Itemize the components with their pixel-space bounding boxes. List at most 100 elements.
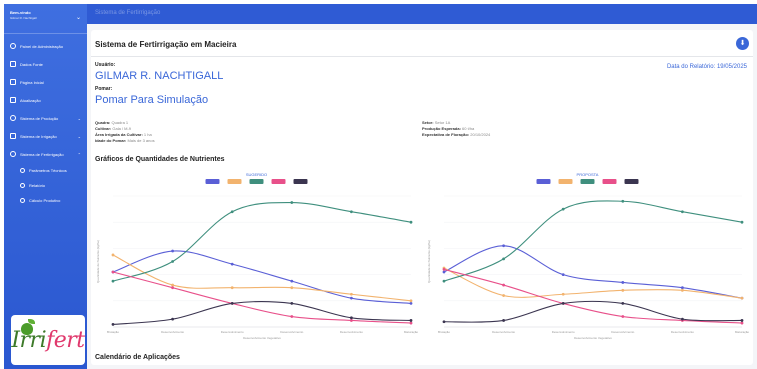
sidebar-subitem-productive-calc[interactable]: Cálculo Produtivo	[4, 193, 87, 208]
sidebar-item-update[interactable]: Atualização	[4, 91, 87, 109]
series-line	[443, 245, 743, 299]
data-point	[350, 316, 353, 320]
info-row: Produção Esperada: 60 t/ha	[422, 126, 475, 131]
info-row: Setor: Setor 1A	[422, 120, 451, 125]
sidebar-item-label: Sistema de Fertirrigação	[20, 151, 64, 157]
data-point	[409, 321, 413, 325]
charts-title: Gráficos de Quantidades de Nutrientes	[95, 156, 225, 163]
x-tick-label: Maturação	[735, 330, 750, 334]
x-tick-label: Desenvolvimento	[221, 330, 244, 334]
x-tick-label: Desenvolvimento	[492, 330, 515, 334]
orchard-name-value: Pomar Para Simulação	[95, 94, 209, 106]
data-point	[502, 294, 505, 297]
data-point	[409, 299, 413, 303]
data-point	[681, 288, 684, 292]
legend-swatch	[249, 179, 264, 184]
legend-swatch	[271, 179, 286, 184]
sidebar: Bem-vindo Gilmar R. Nachtigall ⌄ Painel …	[4, 4, 87, 369]
legend-swatch	[227, 179, 242, 184]
info-row: Idade do Pomar: Mais de 3 anos	[95, 138, 155, 143]
report-date: Data do Relatório: 19/05/2025	[666, 64, 747, 70]
x-axis-label: Desenvolvimento Vegetativo	[243, 336, 281, 340]
leaf-icon	[28, 319, 35, 324]
data-point	[290, 315, 294, 318]
legend-swatch	[624, 179, 639, 184]
x-tick-label: Desenvolvimento	[671, 330, 694, 334]
sidebar-item-label: Relatório	[29, 183, 46, 188]
series-line	[443, 268, 743, 324]
sidebar-subitem-report[interactable]: Relatório	[4, 178, 87, 193]
sidebar-item-label: Página Inicial	[20, 79, 44, 85]
divider	[91, 56, 753, 57]
data-point	[442, 320, 446, 324]
sidebar-item-label: Painel de Administração	[20, 43, 63, 49]
sidebar-item-admin-panel[interactable]: Painel de Administração	[4, 37, 87, 55]
sidebar-item-home[interactable]: Página Inicial	[4, 73, 87, 91]
sidebar-item-label: Parâmetros Técnicos	[29, 168, 67, 173]
sidebar-item-label: Atualização	[20, 97, 41, 103]
series-line	[443, 267, 743, 299]
info-row: Expectativa de Floração: 20/10/2024	[422, 132, 491, 137]
sidebar-item-source-data[interactable]: Dados Fonte	[4, 55, 87, 73]
sidebar-item-production[interactable]: Sistema de Produção ⌄	[4, 109, 87, 127]
download-icon: ⬇	[739, 40, 746, 47]
data-point	[350, 296, 353, 300]
data-point	[290, 286, 294, 290]
apple-icon	[21, 323, 33, 335]
data-point	[621, 302, 625, 305]
x-tick-label: Desenvolvimento	[340, 330, 363, 334]
data-point	[409, 302, 413, 305]
data-point	[350, 292, 353, 296]
chevron-down-icon[interactable]: ⌄	[75, 15, 81, 21]
download-button[interactable]: ⬇	[736, 37, 749, 50]
sidebar-item-fertigation[interactable]: Sistema de Fertirrigação ⌃	[4, 145, 87, 163]
sidebar-item-irrigation[interactable]: Sistema de Irrigação ⌄	[4, 127, 87, 145]
main-content: Sistema de Fertirrigação em Macieira ⬇ U…	[87, 24, 757, 369]
data-point	[502, 283, 505, 287]
data-point	[290, 201, 294, 204]
data-point	[111, 253, 115, 257]
data-point	[740, 319, 744, 322]
home-icon	[10, 79, 16, 85]
data-point	[740, 220, 744, 224]
data-point	[502, 244, 505, 248]
fertigation-icon	[10, 151, 16, 157]
info-row: Quadra: Quadra 1	[95, 120, 129, 125]
data-point	[290, 302, 294, 305]
series-line	[112, 254, 412, 302]
data-point	[111, 279, 115, 283]
data-point	[740, 321, 744, 325]
user-label: Usuário:	[95, 62, 116, 68]
legend-swatch	[536, 179, 551, 184]
report-card: Sistema de Fertirrigação em Macieira ⬇ U…	[91, 30, 753, 365]
data-point	[621, 315, 625, 318]
data-point	[621, 288, 625, 292]
data-point	[290, 279, 294, 283]
x-tick-label: Desenvolvimento	[611, 330, 634, 334]
data-point	[681, 286, 684, 290]
circle-icon	[20, 183, 25, 188]
y-axis-label: Quantidade de Nutriente (kg/ha)	[96, 240, 100, 283]
user-menu[interactable]: Bem-vindo Gilmar R. Nachtigall ⌄	[4, 4, 87, 34]
data-point	[681, 210, 684, 214]
sidebar-subitem-technical-params[interactable]: Parâmetros Técnicos	[4, 163, 87, 178]
data-point	[171, 283, 174, 287]
sidebar-menu: Painel de Administração Dados Fonte Pági…	[4, 34, 87, 208]
legend-swatch	[205, 179, 220, 184]
x-axis-label: Desenvolvimento Vegetativo	[574, 336, 612, 340]
series-line	[112, 300, 412, 325]
data-point	[740, 296, 744, 300]
chart-proposta: PROPOSTA Quantidade de Nutriente (kg/ha) B…	[427, 172, 750, 340]
user-name: Gilmar R. Nachtigall	[10, 16, 37, 20]
data-point	[111, 322, 115, 326]
top-bar: Sistema de Fertirrigação	[87, 4, 757, 24]
circle-icon	[20, 198, 25, 203]
info-right: Setor: Setor 1A Produção Esperada: 60 t/…	[422, 120, 490, 138]
calendar-title: Calendário de Aplicações	[95, 354, 180, 361]
irrifert-logo: Irrifert	[11, 315, 85, 365]
water-icon	[10, 133, 16, 139]
data-point	[681, 317, 684, 321]
legend-swatch	[580, 179, 595, 184]
data-point	[502, 319, 505, 322]
